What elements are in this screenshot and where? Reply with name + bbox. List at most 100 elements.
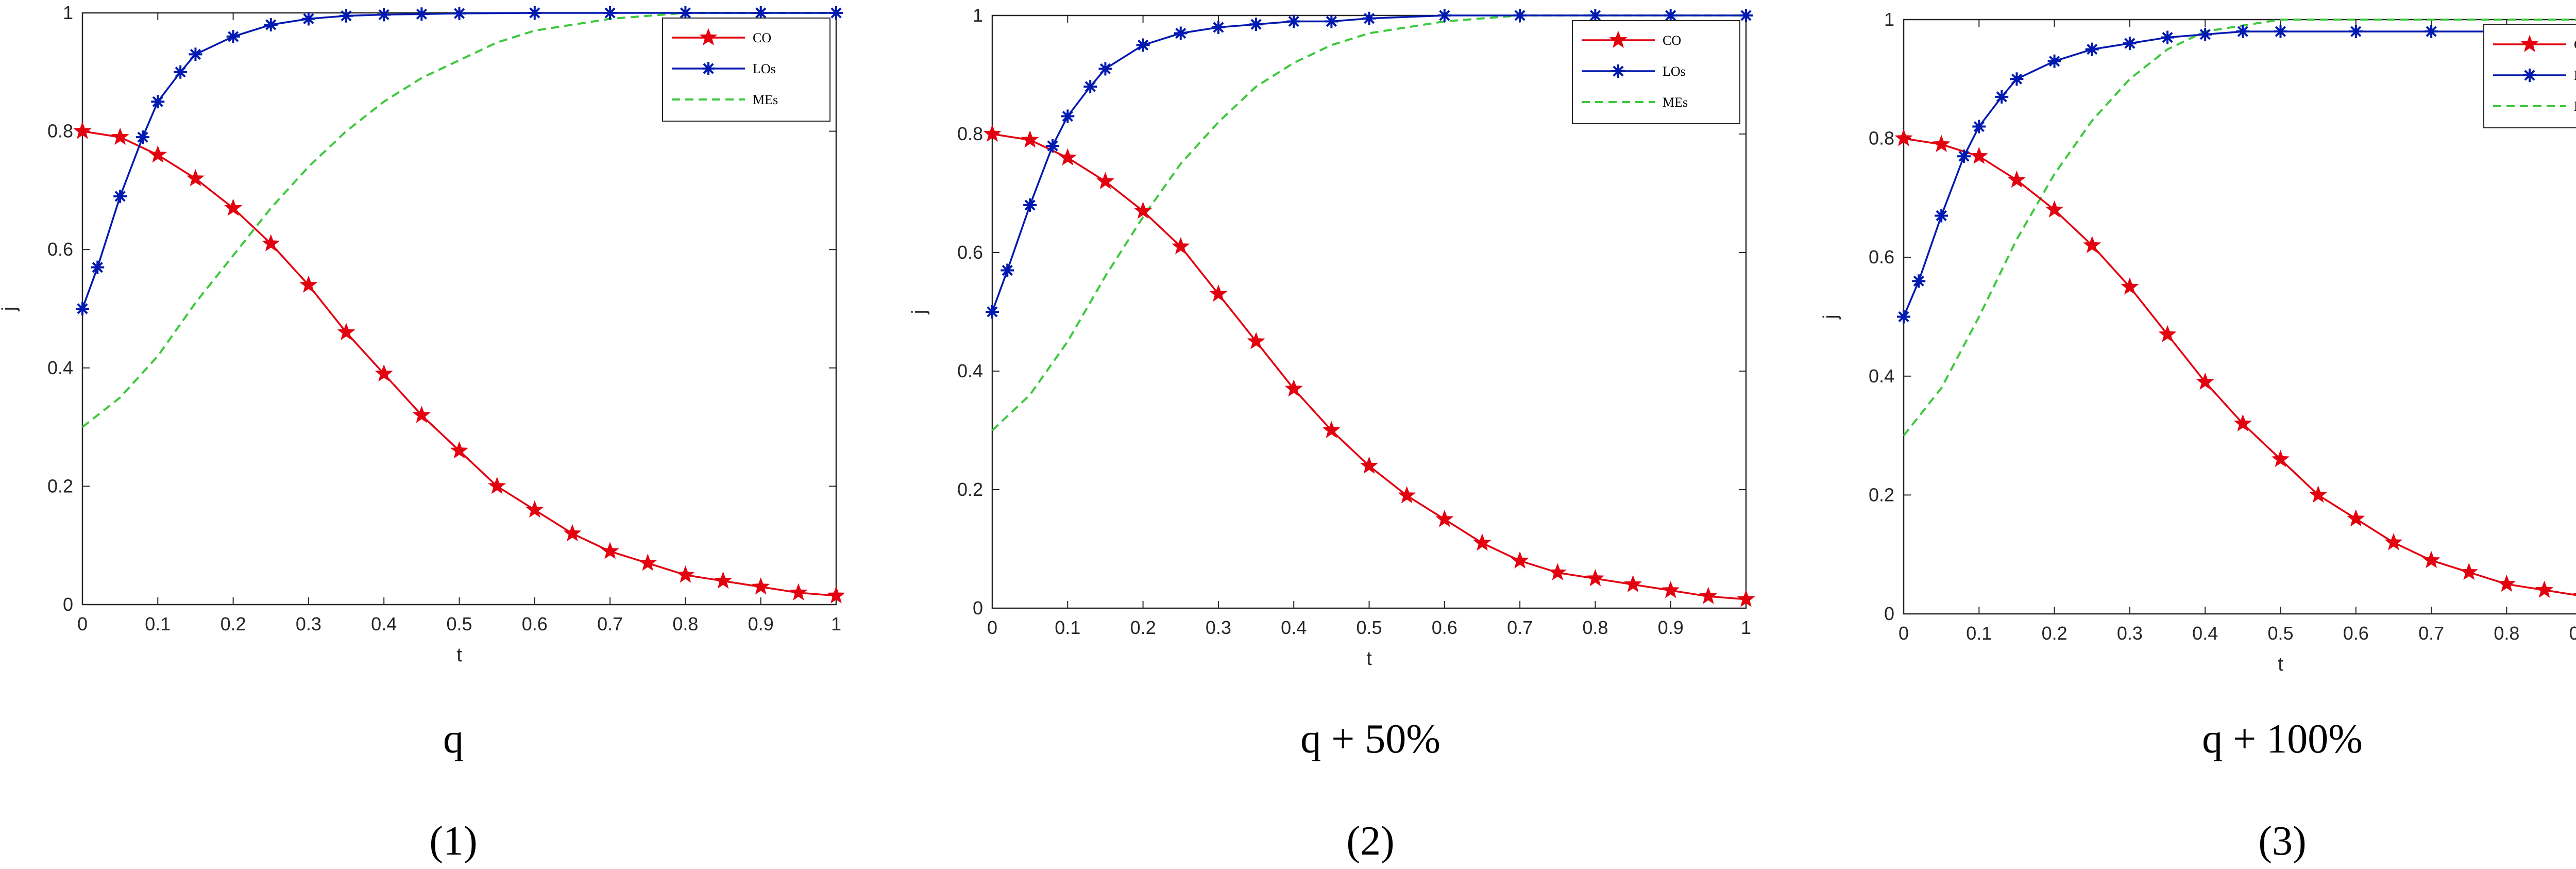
data-point-co [1322,421,1341,438]
legend-box [662,18,831,122]
data-point-los [1287,14,1301,28]
data-point-co [1058,148,1077,165]
data-point-los [151,95,165,109]
data-point-co [1247,332,1265,349]
y-tick-label: 0.8 [957,123,983,144]
data-point-los [1957,149,1971,163]
series-los [1897,25,2576,324]
data-point-co [1435,510,1454,527]
series-los [986,9,1753,319]
legend-label-mes: MEs [2574,99,2576,114]
y-tick-label: 1 [63,2,73,23]
x-tick-label: 0.6 [522,613,548,634]
x-tick-label: 0.7 [2418,623,2444,644]
data-point-co [1662,581,1680,598]
data-point-co [450,441,469,459]
data-point-los [1083,80,1097,93]
series-mes [81,12,836,428]
data-point-los [226,29,240,43]
data-point-co [1894,129,1913,146]
x-tick-label: 0.5 [2267,623,2293,644]
x-tick-label: 0 [77,613,88,634]
x-tick-label: 0.5 [446,613,472,634]
data-point-co [1970,146,1988,164]
data-point-los [2010,72,2024,86]
data-point-los [2198,27,2212,41]
data-point-co [2045,200,2064,218]
data-point-co [299,275,318,293]
legend-marker-los [1612,64,1625,78]
y-tick-label: 0 [63,594,73,615]
data-point-los [301,12,315,26]
data-point-co [2384,533,2403,550]
data-point-los [2123,37,2137,51]
data-point-los [415,7,429,21]
data-point-los [1174,26,1188,40]
legend-label-co: CO [2574,37,2576,52]
y-tick-label: 0.6 [47,239,73,260]
data-point-co [1172,237,1190,255]
data-point-los [1046,139,1060,153]
data-point-los [1897,310,1910,324]
legend-marker-los [702,62,715,75]
data-point-los [1972,120,1986,133]
data-point-los [679,6,692,20]
x-tick-label: 0.1 [1055,617,1080,638]
x-tick-label: 0.2 [221,613,246,634]
data-point-los [1211,21,1225,34]
x-tick-label: 0.3 [2117,623,2143,644]
data-point-co [2233,414,2252,431]
data-point-co [827,586,845,604]
data-point-co [148,145,167,163]
y-tick-label: 0.2 [1869,484,1894,505]
data-point-los [136,130,150,144]
data-point-co [1511,551,1529,569]
data-point-los [340,9,353,23]
data-point-los [829,6,843,20]
panel-number: (1) [429,818,477,864]
data-point-co [638,554,657,571]
data-point-los [754,6,768,20]
x-tick-label: 0.8 [672,613,698,634]
data-point-co [1586,569,1604,587]
data-point-co [789,583,808,600]
y-tick-label: 0.8 [1869,128,1894,149]
legend-marker-co [699,28,718,45]
x-tick-label: 0.2 [1130,617,1156,638]
x-tick-label: 0.3 [1206,617,1231,638]
data-point-co [1932,135,1951,153]
legend-label-los: LOs [2574,68,2576,83]
data-point-co [1548,563,1567,580]
x-tick-label: 0 [987,617,997,638]
data-point-co [1096,172,1114,189]
panel-caption: q [443,716,464,762]
data-point-los [2349,25,2363,39]
data-point-los [91,260,105,274]
data-point-co [2007,170,2026,188]
y-tick-label: 0.6 [957,242,983,263]
data-point-los [1739,9,1753,22]
legend-label-mes: MEs [753,92,778,107]
data-point-los [264,18,278,31]
legend-marker-los [2523,69,2536,82]
x-tick-label: 0.1 [145,613,171,634]
data-point-los [1001,263,1014,277]
series-co [1894,129,2576,598]
y-tick-label: 0 [1884,603,1894,624]
data-point-co [563,524,582,542]
data-point-co [526,500,544,518]
series-co [983,124,1755,607]
y-tick-label: 0.4 [957,360,983,381]
y-tick-label: 0.2 [957,479,983,500]
data-point-los [1061,109,1075,123]
data-point-co [2347,509,2365,527]
data-point-co [714,571,733,589]
data-point-los [603,6,617,20]
data-point-co [2309,485,2328,503]
data-point-co [337,323,355,340]
data-point-los [1588,9,1602,22]
data-point-co [2121,277,2139,295]
data-point-los [76,302,89,315]
data-point-los [1437,9,1451,22]
